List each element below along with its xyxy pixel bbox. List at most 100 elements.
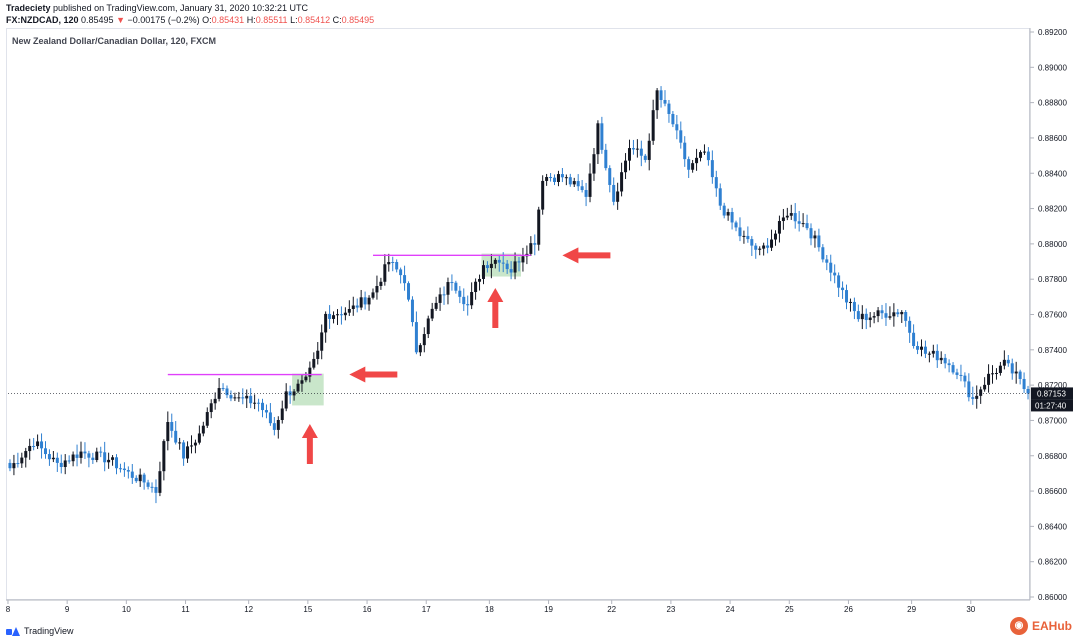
candle-up (193, 442, 197, 446)
candle-down (797, 221, 801, 224)
candle-up (178, 442, 182, 444)
candle-up (438, 294, 442, 303)
candle-down (829, 262, 833, 273)
candle-up (481, 265, 485, 279)
candle-up (572, 181, 576, 185)
time-tick-label: 22 (607, 605, 616, 614)
price-tick-label: 0.89000 (1038, 63, 1067, 72)
candle-down (710, 160, 714, 178)
author-name[interactable]: Tradeciety (6, 3, 51, 13)
tradingview-logo[interactable]: TradingView (6, 626, 74, 636)
candle-down (154, 487, 158, 493)
candle-down (805, 223, 809, 229)
candle-up (71, 454, 75, 462)
candle-down (174, 430, 178, 443)
candle-down (99, 451, 103, 453)
candle-up (24, 451, 28, 458)
candle-down (146, 482, 150, 487)
candle-down (856, 311, 860, 320)
candle-down (714, 177, 718, 189)
candle-down (458, 290, 462, 297)
candle-down (505, 263, 509, 270)
change-arrow-icon: ▼ (116, 15, 126, 25)
candle-down (91, 457, 95, 461)
price-tick-label: 0.87200 (1038, 381, 1067, 390)
candle-up (276, 419, 280, 430)
candle-up (726, 212, 730, 216)
candle-down (414, 322, 418, 353)
candle-down (130, 471, 134, 478)
candle-up (876, 310, 880, 317)
candle-up (320, 332, 324, 351)
candle-up (284, 391, 288, 409)
candle-up (556, 174, 560, 182)
candle-down (706, 151, 710, 161)
candle-up (513, 261, 517, 273)
candle-up (312, 358, 316, 368)
candle-up (695, 157, 699, 164)
candle-down (264, 410, 268, 413)
time-tick-label: 18 (485, 605, 494, 614)
candle-down (746, 235, 750, 240)
price-tick-label: 0.86400 (1038, 522, 1067, 531)
candle-up (620, 172, 624, 192)
candle-up (383, 264, 387, 282)
candle-down (884, 313, 888, 318)
candle-down (553, 177, 557, 182)
watermark: ◉ EAHub (1010, 617, 1072, 635)
candle-up (189, 445, 193, 447)
candle-down (142, 474, 146, 483)
candle-up (36, 441, 40, 447)
candle-down (738, 227, 742, 237)
candle-up (596, 123, 600, 155)
time-tick-label: 26 (844, 605, 853, 614)
candle-up (422, 334, 426, 346)
candle-up (998, 365, 1002, 373)
candle-up (785, 215, 789, 218)
candle-up (489, 263, 493, 269)
candle-up (655, 90, 659, 111)
candle-down (32, 445, 36, 447)
candle-down (118, 468, 122, 470)
open-value: 0.85431 (211, 15, 245, 25)
candle-up (316, 350, 320, 359)
candle-up (564, 177, 568, 179)
candle-down (604, 149, 608, 169)
candle-up (237, 397, 241, 399)
candle-up (387, 261, 391, 265)
candle-up (347, 308, 351, 313)
candle-up (95, 451, 99, 461)
candle-down (1010, 363, 1014, 374)
candle-down (935, 350, 939, 361)
candle-up (592, 154, 596, 174)
left-arrow-icon (349, 366, 398, 383)
candle-down (809, 228, 813, 239)
candle-up (296, 383, 300, 392)
candle-up (300, 380, 304, 384)
candle-down (845, 290, 849, 303)
candle-down (410, 299, 414, 323)
up-arrow-icon (487, 288, 504, 329)
candle-up (1002, 359, 1006, 366)
candle-down (793, 213, 797, 222)
candle-down (817, 235, 821, 248)
candle-up (162, 441, 166, 472)
price-badge-bg (1031, 387, 1073, 400)
time-tick-label: 24 (726, 605, 735, 614)
high-value: 0.85511 (255, 15, 288, 25)
candle-down (718, 188, 722, 206)
candle-down (1022, 378, 1026, 389)
candle-up (493, 259, 497, 264)
candle-up (253, 402, 257, 404)
candle-up (186, 446, 190, 459)
candle-down (631, 148, 635, 150)
candle-up (51, 457, 55, 460)
candle-down (103, 452, 107, 463)
candle-up (627, 148, 631, 161)
watermark-label: EAHub (1032, 619, 1072, 633)
candle-up (541, 180, 545, 210)
price-tick-label: 0.88000 (1038, 240, 1067, 249)
candle-down (904, 312, 908, 321)
price-tick-label: 0.88200 (1038, 205, 1067, 214)
